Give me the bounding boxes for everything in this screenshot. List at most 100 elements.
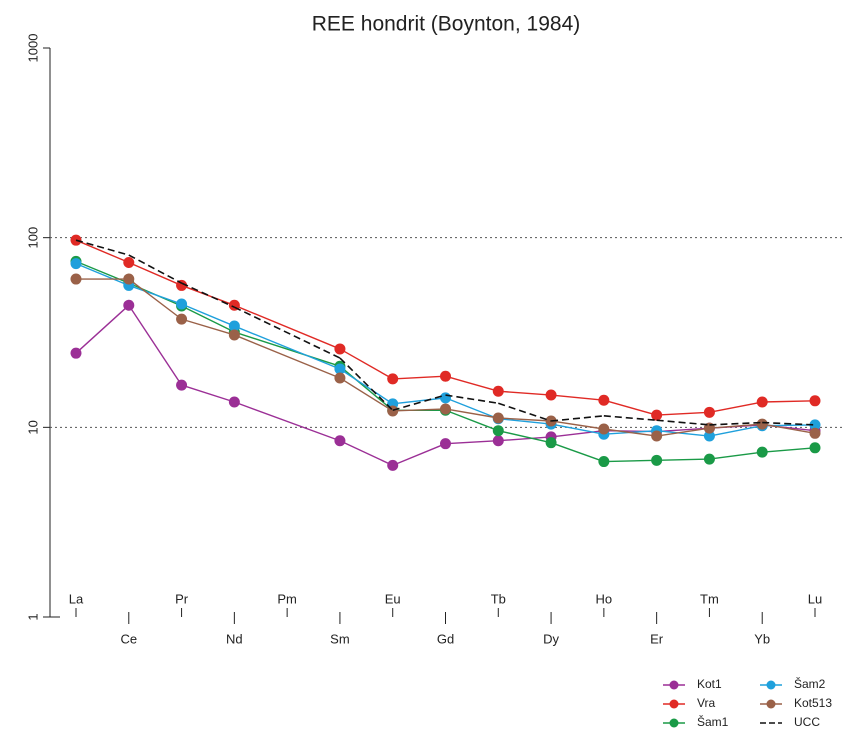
data-point <box>598 456 610 468</box>
line-segment <box>339 368 394 405</box>
line-segment <box>656 427 710 437</box>
line-segment <box>762 447 816 453</box>
data-point <box>176 313 188 325</box>
legend-label: Šam2 <box>794 676 826 691</box>
x-tick-label: Ce <box>120 631 137 646</box>
line-segment <box>339 348 394 380</box>
line-segment <box>128 278 182 320</box>
data-point <box>123 299 135 311</box>
line-segment <box>128 284 182 305</box>
x-tick-label: Pr <box>175 591 189 606</box>
line-segment <box>762 400 816 403</box>
line-segment <box>445 440 499 445</box>
legend-marker <box>669 718 679 728</box>
legend-label: UCC <box>794 715 820 729</box>
data-point <box>809 427 821 439</box>
data-point <box>651 430 663 442</box>
line-segment <box>603 399 657 416</box>
line-segment <box>498 430 552 444</box>
line-segment <box>392 397 446 405</box>
line-segment <box>445 394 499 405</box>
line-segment <box>445 397 499 420</box>
line-segment <box>181 282 235 308</box>
line-segment <box>550 423 604 435</box>
line-segment <box>709 401 763 414</box>
y-tick-label: 1 <box>25 613 40 620</box>
x-tick-label: Yb <box>754 631 770 646</box>
legend-item <box>760 680 782 690</box>
data-point <box>176 279 188 291</box>
data-point <box>492 385 504 397</box>
x-tick-label: Tb <box>491 591 506 606</box>
line-segment <box>339 365 394 411</box>
line-segment <box>392 394 446 412</box>
line-segment <box>339 357 394 411</box>
line-segment <box>234 334 341 379</box>
data-point <box>598 423 610 435</box>
line-segment <box>392 443 446 467</box>
data-point <box>334 343 346 355</box>
data-point <box>228 329 240 341</box>
data-point <box>703 453 715 465</box>
data-point <box>176 379 188 391</box>
data-point <box>756 418 768 430</box>
data-point <box>809 442 821 454</box>
line-segment <box>656 429 710 437</box>
line-segment <box>339 440 394 467</box>
line-segment <box>234 304 341 350</box>
x-tick-label: Eu <box>385 591 401 606</box>
data-point <box>809 395 821 407</box>
legend-item <box>663 699 685 709</box>
chart-title: REE hondrit (Boynton, 1984) <box>312 13 581 36</box>
data-point <box>70 347 82 359</box>
line-segment <box>392 408 446 412</box>
x-tick-label: Lu <box>808 591 822 606</box>
legend-marker <box>669 680 679 690</box>
line-segment <box>550 415 604 422</box>
data-point <box>651 454 663 466</box>
x-tick-label: Ho <box>596 591 613 606</box>
x-tick-label: La <box>69 591 84 606</box>
line-segment <box>656 419 710 426</box>
legend-label: Šam1 <box>697 714 729 729</box>
line-segment <box>75 239 130 256</box>
data-point <box>545 389 557 401</box>
data-point <box>756 396 768 408</box>
line-segment <box>75 304 130 354</box>
data-point <box>387 373 399 385</box>
line-segment <box>445 375 499 392</box>
line-segment <box>709 423 763 429</box>
line-segment <box>603 428 657 437</box>
y-tick-label: 1000 <box>25 34 40 63</box>
line-segment <box>656 458 710 462</box>
line-segment <box>498 390 552 396</box>
data-point <box>440 438 451 450</box>
data-point <box>228 320 240 332</box>
x-tick-label: Dy <box>543 631 559 646</box>
line-segment <box>550 430 604 438</box>
line-segment <box>551 394 604 401</box>
y-tick-label: 100 <box>25 227 40 249</box>
line-segment <box>445 408 499 419</box>
legend-marker <box>766 680 776 690</box>
line-segment <box>181 318 235 336</box>
y-tick-label: 10 <box>25 420 40 434</box>
data-point <box>598 394 610 406</box>
data-point <box>440 392 451 404</box>
data-point <box>703 430 715 442</box>
line-segment <box>709 421 763 426</box>
legend-item <box>663 718 685 728</box>
legend-marker <box>669 699 679 709</box>
line-segment <box>234 325 341 370</box>
line-segment <box>339 377 394 412</box>
data-point <box>809 419 821 431</box>
line-segment <box>709 425 763 437</box>
line-segment <box>498 417 552 422</box>
line-segment <box>128 254 182 284</box>
legend-label: Kot513 <box>794 696 832 710</box>
data-point <box>440 403 451 415</box>
line-segment <box>75 239 130 264</box>
legend-label: Vra <box>697 696 716 710</box>
data-point <box>123 273 135 285</box>
